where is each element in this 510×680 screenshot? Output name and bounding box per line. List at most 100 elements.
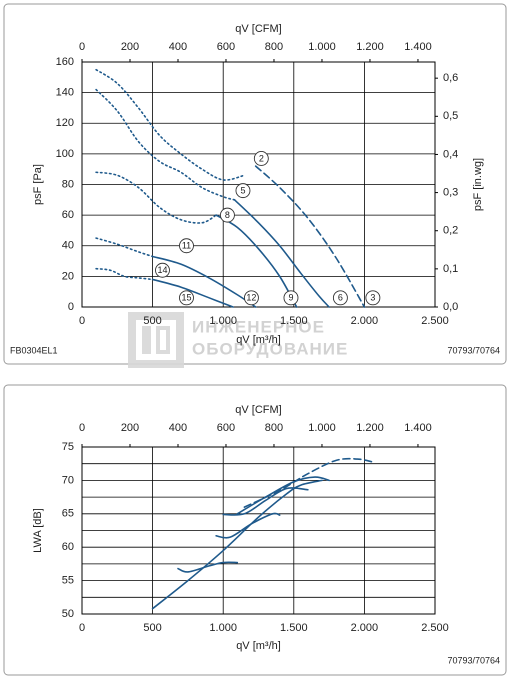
curve-label: 9 (288, 293, 293, 303)
y-axis-title: LWA [dB] (32, 508, 44, 553)
curve-label-ring (219, 207, 235, 223)
x2-tick-label: 800 (265, 41, 283, 53)
curve-label: 12 (246, 293, 256, 303)
y-tick-label: 60 (62, 209, 74, 221)
y2-tick-label: 0,0 (443, 301, 458, 313)
x2-tick-label: 800 (265, 422, 283, 434)
y-tick-label: 0 (68, 301, 74, 313)
x-tick-label: 2.500 (421, 622, 449, 634)
y-tick-label: 40 (62, 240, 74, 252)
curve-label: 2 (259, 153, 264, 163)
curve (95, 267, 154, 281)
y-tick-label: 120 (56, 117, 74, 129)
curve-label-ring (243, 290, 259, 306)
x2-tick-label: 600 (217, 422, 235, 434)
curve-label: 8 (225, 210, 230, 220)
x-tick-label: 1.000 (209, 622, 237, 634)
curve-label: 11 (182, 241, 191, 251)
y-tick-label: 140 (56, 87, 74, 99)
curve-label: 5 (240, 186, 245, 196)
y-tick-label: 50 (62, 608, 74, 620)
y-tick-label: 60 (62, 541, 74, 553)
y2-tick-label: 0,4 (443, 148, 458, 160)
curve-label-ring (179, 238, 194, 254)
y2-tick-label: 0,5 (443, 110, 458, 122)
curve-label-ring (155, 262, 170, 278)
drawing-code: 70793/70764 (447, 655, 500, 665)
x2-tick-label: 1.400 (404, 422, 432, 434)
x-tick-label: 500 (143, 622, 161, 634)
watermark-text: ОБОРУДОВАНИЕ (192, 339, 348, 358)
x2-tick-label: 1.000 (308, 41, 336, 53)
y2-tick-label: 0,3 (443, 186, 458, 198)
y-tick-label: 20 (62, 270, 74, 282)
x2-tick-label: 200 (121, 422, 139, 434)
curve-label-ring (179, 290, 194, 306)
curve (177, 561, 239, 573)
curve (233, 199, 330, 308)
x2-axis-title: qV [CFM] (235, 404, 281, 416)
y-tick-label: 160 (56, 56, 74, 68)
curve-label: 3 (370, 293, 375, 303)
curve-label-ring (283, 290, 299, 306)
x-tick-label: 2.500 (421, 315, 449, 327)
curve (243, 457, 373, 508)
curve-label: 6 (338, 293, 343, 303)
x-tick-label: 2.000 (351, 622, 379, 634)
y-tick-label: 100 (56, 148, 74, 160)
curve (95, 171, 217, 224)
x-tick-label: 1.500 (280, 622, 308, 634)
x-tick-label: 500 (143, 315, 161, 327)
y-tick-label: 70 (62, 474, 74, 486)
curve-label-ring (365, 290, 381, 306)
x2-tick-label: 600 (217, 41, 235, 53)
y2-axis-title: psF [in.wg] (472, 158, 484, 211)
x-tick-label: 1.000 (209, 315, 237, 327)
curve (254, 165, 366, 308)
x2-tick-label: 0 (79, 422, 85, 434)
x-axis-title: qV [m³/h] (236, 334, 281, 346)
x2-tick-label: 200 (121, 41, 139, 53)
x2-tick-label: 1.000 (308, 422, 336, 434)
y-tick-label: 75 (62, 441, 74, 453)
drawing-code: 70793/70764 (447, 345, 500, 355)
y2-tick-label: 0,1 (443, 263, 458, 275)
curve-label: 14 (157, 265, 167, 275)
x2-tick-label: 1.400 (404, 41, 432, 53)
x2-tick-label: 400 (169, 422, 187, 434)
x2-axis-title: qV [CFM] (235, 23, 281, 35)
curve-label-ring (235, 183, 251, 199)
y-axis-title: psF [Pa] (32, 164, 44, 205)
x-tick-label: 2.000 (351, 315, 379, 327)
curve (215, 512, 281, 539)
curve (95, 237, 154, 258)
x-tick-label: 0 (79, 315, 85, 327)
curve-label-ring (332, 290, 348, 306)
y2-tick-label: 0,2 (443, 225, 458, 237)
watermark-logo (128, 312, 184, 368)
x2-tick-label: 1.200 (356, 41, 384, 53)
watermark-text: ИНЖЕНЕРНОЕ (192, 317, 325, 336)
y-tick-label: 80 (62, 178, 74, 190)
x2-tick-label: 1.200 (356, 422, 384, 434)
panel-frame (3, 3, 507, 365)
x2-tick-label: 0 (79, 41, 85, 53)
y2-tick-label: 0,6 (443, 72, 458, 84)
curve (222, 487, 309, 516)
plot-frame (81, 446, 436, 615)
curve (151, 255, 257, 308)
y-tick-label: 55 (62, 575, 74, 587)
curve-label-ring (253, 151, 269, 166)
x2-tick-label: 400 (169, 41, 187, 53)
curve-label: 15 (181, 293, 191, 303)
x-tick-label: 0 (79, 622, 85, 634)
panel-frame (3, 384, 507, 676)
curve (95, 88, 236, 201)
plot-frame (81, 61, 436, 308)
y-tick-label: 65 (62, 508, 74, 520)
curve (151, 479, 323, 610)
curve (236, 476, 330, 515)
curve (151, 278, 234, 308)
drawing-code: FB0304EL1 (10, 345, 58, 355)
